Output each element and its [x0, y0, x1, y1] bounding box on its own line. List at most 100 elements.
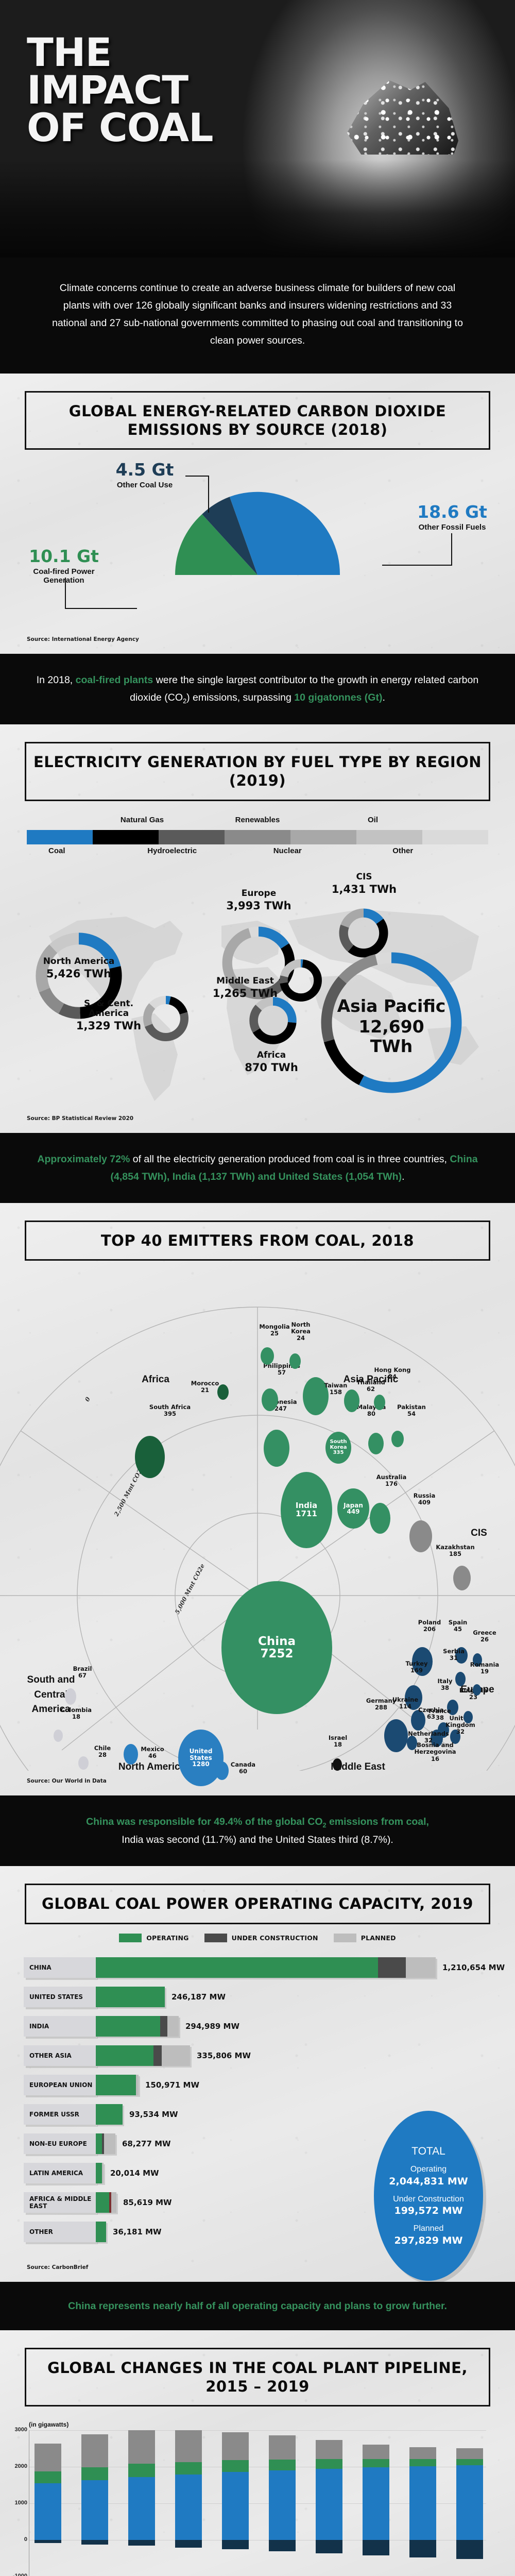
bar-seg-operating: [96, 2074, 136, 2095]
region-label-africa: Africa: [142, 1374, 169, 1385]
table-row: LATIN AMERICA 20,014 MW: [24, 2162, 515, 2184]
bubble-netherlands: [407, 1736, 417, 1751]
legend-swatch-coal: [27, 829, 93, 844]
column-2011: [81, 2430, 108, 2576]
bubble-label-kazakhstan: Kazakhstan 185: [436, 1544, 475, 1558]
band1-mid-2: ) emissions, surpassing: [186, 692, 295, 704]
bubble-label-mexico: Mexico 46: [141, 1745, 164, 1760]
bubble-chile: [78, 1756, 89, 1770]
bar-segments-former-ussr: [96, 2104, 123, 2125]
bubble-philippines: [262, 1388, 278, 1412]
donut-label-europe: Europe 3,993 TWh: [226, 888, 291, 912]
bubble-greece: [473, 1653, 482, 1667]
bubble-romania: [473, 1684, 481, 1696]
table-row: EUROPEAN UNION 150,971 MW: [24, 2074, 515, 2096]
legend-bottom-nuclear: Nuclear: [273, 846, 302, 855]
bar-seg-operating: [96, 1957, 378, 1978]
ytick-3000: 3000: [14, 2427, 27, 2433]
bubble-label-thailand: Thailand 62: [356, 1379, 385, 1393]
band2-highlight-1: Approximately 72%: [37, 1153, 130, 1165]
bar-value-africa-middle-east: 85,619 MW: [123, 2197, 172, 2207]
top40-source: Source: Our World in Data: [27, 1778, 107, 1785]
bar-value-latin-america: 20,014 MW: [110, 2168, 159, 2178]
bubble-label-canada: Canada 60: [230, 1761, 256, 1775]
bubble-label-poland: Poland 206: [418, 1619, 441, 1633]
electricity-title: ELECTRICITY GENERATION BY FUEL TYPE BY R…: [33, 753, 482, 790]
co2-source: Source: International Energy Agency: [27, 636, 139, 642]
coal-pipeline-section: GLOBAL CHANGES IN THE COAL PLANT PIPELIN…: [0, 2330, 515, 2576]
electricity-source: Source: BP Statistical Review 2020: [27, 1115, 134, 1122]
bar-label-european-union: EUROPEAN UNION: [24, 2074, 96, 2095]
bubble-united-states: United States 1280: [178, 1730, 224, 1787]
bubble-taiwan: [303, 1377, 329, 1416]
title-line-2: IMPACT: [27, 66, 188, 113]
bar-seg-planned: [162, 2045, 190, 2066]
band-china-49-percent: China was responsible for 49.4% of the g…: [0, 1795, 515, 1867]
legend-swatch-other: [422, 829, 488, 844]
region-label-asia-pacific: Asia Pacific: [343, 1374, 399, 1385]
bubble-thailand: [344, 1389, 359, 1413]
bar-seg-planned: [102, 2162, 104, 2183]
co2-pie-chart: 4.5 Gt Other Coal Use 10.1 Gt Coal-fired…: [0, 460, 515, 633]
co2-emissions-title-box: GLOBAL ENERGY-RELATED CARBON DIOXIDE EMI…: [25, 391, 490, 450]
pipeline-title-box: GLOBAL CHANGES IN THE COAL PLANT PIPELIN…: [25, 2347, 490, 2407]
bubble-poland: [412, 1647, 433, 1676]
title-line-3: OF COAL: [27, 104, 214, 150]
bar-seg-construction: [160, 2015, 167, 2037]
pie-slice-coal-power: [175, 514, 258, 575]
bar-segments-non-eu-europe: [96, 2133, 115, 2154]
legend-swatch-hydroelectric: [159, 829, 225, 844]
table-row: OTHER 36,181 MW: [24, 2221, 515, 2243]
label-other-coal: 4.5 Gt Other Coal Use: [115, 460, 174, 489]
co2-emissions-section: GLOBAL ENERGY-RELATED CARBON DIOXIDE EMI…: [0, 374, 515, 654]
column-2010: [35, 2430, 61, 2576]
bar-value-european-union: 150,971 MW: [145, 2080, 200, 2090]
total-construction-label: Under Construction: [393, 2194, 464, 2204]
bar-seg-planned: [406, 1957, 436, 1978]
bubble-hong-kong: [374, 1395, 385, 1411]
bubble-pakistan: [391, 1431, 404, 1448]
bubble-canada: [215, 1761, 229, 1781]
bubble-north-korea: [289, 1353, 301, 1369]
bar-seg-operating: [96, 2104, 123, 2125]
bubble-label-turkey: Turkey 169: [405, 1660, 428, 1674]
bar-segments-other-asia: [96, 2045, 190, 2066]
title-line-1: THE: [27, 29, 112, 75]
bubble-label-netherlands: Netherlands 32: [408, 1730, 449, 1744]
capacity-legend-label-planned: PLANNED: [360, 1934, 396, 1942]
band-72-percent: Approximately 72% of all the electricity…: [0, 1132, 515, 1203]
column-2015: [269, 2430, 296, 2576]
ytick-0: 0: [24, 2536, 27, 2543]
bar-label-non-eu-europe: NON-EU EUROPE: [24, 2133, 96, 2154]
region-label-cis: CIS: [471, 1528, 487, 1539]
band-china-half-capacity: China represents nearly half of all oper…: [0, 2281, 515, 2330]
bar-seg-operating: [96, 1986, 165, 2007]
bar-label-india: INDIA: [24, 2015, 96, 2037]
bar-label-former-ussr: FORMER USSR: [24, 2104, 96, 2125]
band3-rest: India was second (11.7%) and the United …: [122, 1834, 393, 1846]
bubble-morocco: [217, 1384, 229, 1400]
bubble-label-spain: Spain 45: [448, 1619, 468, 1633]
bar-label-latin-america: LATIN AMERICA: [24, 2162, 96, 2183]
bubble-turkey: [405, 1685, 422, 1710]
region-label-middle-east: Middle East: [331, 1761, 385, 1773]
band-1-text: In 2018, coal-fired plants were the sing…: [0, 654, 515, 724]
bubble-label-morocco: Morocco 21: [191, 1380, 219, 1394]
bar-seg-construction: [109, 2192, 111, 2213]
bubble-russia: [409, 1520, 432, 1553]
pipeline-title: GLOBAL CHANGES IN THE COAL PLANT PIPELIN…: [47, 2359, 468, 2395]
bar-value-non-eu-europe: 68,277 MW: [122, 2139, 171, 2148]
bubble-israel: [333, 1758, 342, 1771]
bubble-indonesia: [264, 1430, 289, 1467]
bar-seg-operating: [96, 2162, 102, 2183]
bar-seg-operating: [96, 2133, 102, 2154]
bar-segments-india: [96, 2015, 179, 2037]
band2-mid: of all the electricity generation produc…: [130, 1153, 450, 1165]
donut-north-america: [36, 933, 122, 1019]
band4-highlight: China represents nearly half of all oper…: [68, 2300, 447, 2312]
bar-seg-construction: [102, 2133, 104, 2154]
bar-seg-construction: [378, 1957, 406, 1978]
band1-pre: In 2018,: [36, 674, 76, 686]
bar-value-india: 294,989 MW: [185, 2021, 240, 2031]
legend-color-strip: [27, 829, 488, 844]
